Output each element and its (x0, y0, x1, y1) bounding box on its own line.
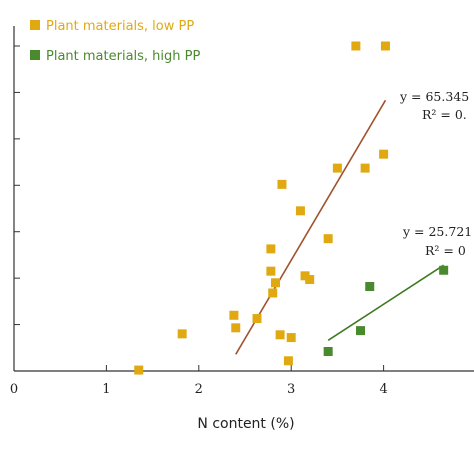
legend-swatch-high-pp (30, 50, 40, 60)
point-high-pp (365, 282, 375, 291)
point-low-pp (231, 323, 241, 333)
point-low-pp (268, 288, 278, 298)
point-low-pp (286, 333, 296, 343)
axes: 0 1 2 3 4 (10, 26, 474, 397)
point-high-pp (439, 265, 449, 275)
point-low-pp (275, 330, 285, 340)
trendline-high-pp (327, 264, 445, 342)
point-low-pp (379, 149, 389, 159)
data-points (134, 41, 449, 375)
point-low-pp (300, 271, 310, 281)
point-low-pp (295, 206, 305, 216)
point-low-pp (305, 275, 315, 285)
point-low-pp (380, 41, 390, 51)
point-low-pp (360, 163, 370, 173)
equation-high-pp: y = 25.721 (402, 224, 472, 239)
point-low-pp (323, 234, 333, 244)
x-tick-label: 2 (195, 382, 203, 397)
legend: Plant materials, low PP Plant materials,… (30, 19, 200, 64)
x-axis-title: N content (%) (197, 416, 294, 432)
x-tick-label: 4 (379, 382, 387, 397)
legend-swatch-low-pp (30, 20, 40, 30)
point-low-pp (332, 163, 342, 173)
x-tick-label: 1 (102, 382, 110, 397)
r2-high-pp: R² = 0 (425, 243, 466, 258)
x-tick-label: 0 (10, 382, 18, 397)
point-low-pp (177, 329, 187, 339)
trendline-low-pp (235, 99, 387, 355)
point-high-pp (323, 347, 333, 356)
point-low-pp (134, 365, 144, 375)
point-low-pp (277, 179, 287, 189)
point-low-pp (266, 266, 276, 276)
point-low-pp (283, 356, 293, 366)
equation-low-pp: y = 65.345 (399, 89, 469, 104)
legend-label-low-pp: Plant materials, low PP (46, 19, 194, 34)
point-low-pp (229, 310, 239, 320)
point-low-pp (252, 314, 262, 324)
point-high-pp (356, 326, 365, 336)
legend-label-high-pp: Plant materials, high PP (46, 49, 200, 64)
r2-low-pp: R² = 0. (422, 107, 467, 122)
point-low-pp (270, 278, 280, 288)
point-low-pp (266, 244, 276, 254)
point-low-pp (351, 41, 361, 51)
x-tick-label: 3 (287, 382, 295, 397)
trendlines (235, 99, 445, 355)
trendline-equations: y = 65.345 R² = 0. y = 25.721 R² = 0 (399, 89, 472, 258)
